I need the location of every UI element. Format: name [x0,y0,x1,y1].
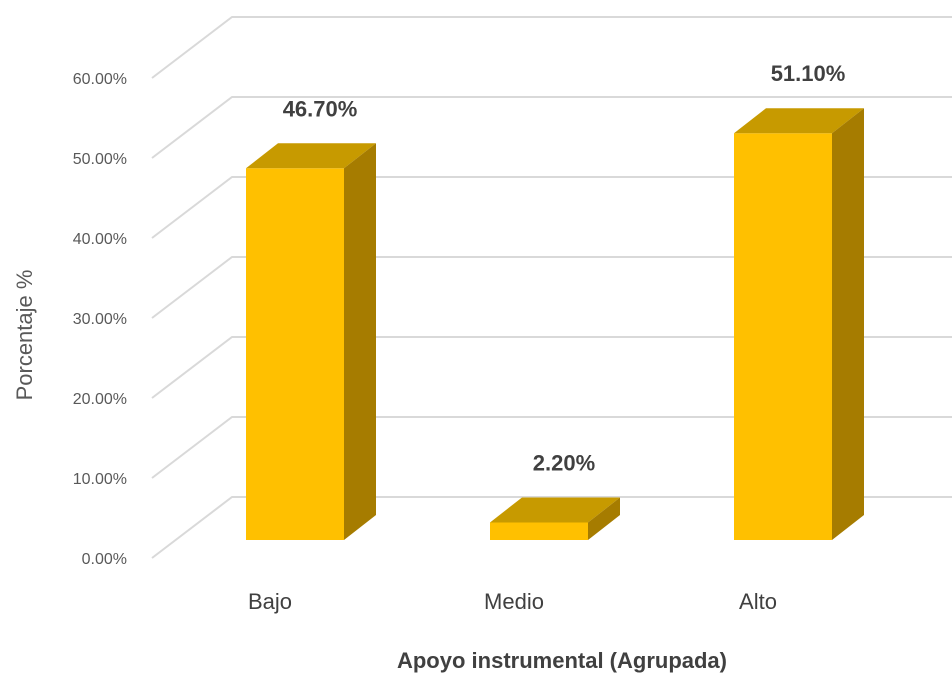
bar-side [832,108,864,540]
y-tick-label: 0.00% [82,551,127,568]
bar-front [246,168,344,540]
gridline [151,96,952,159]
y-tick-label: 60.00% [73,71,127,88]
y-tick-label: 30.00% [73,311,127,328]
data-label: 2.20% [533,450,595,475]
bar-front [734,133,832,540]
gridline [151,496,952,559]
gridline [151,176,952,239]
y-tick-label: 20.00% [73,391,127,408]
bar-alto [734,108,864,540]
y-tick-label: 40.00% [73,231,127,248]
x-tick-label: Medio [484,589,544,614]
bar-bajo [246,143,376,540]
data-label: 46.70% [283,96,358,121]
bar-top [734,108,864,134]
y-axis-ticks: 60.00% 50.00% 40.00% 30.00% 20.00% 10.00% 0.00… [73,71,127,568]
y-axis-title: Porcentaje % [12,270,37,401]
data-label: 51.10% [771,61,846,86]
x-axis-categories: Bajo Medio Alto [248,589,777,614]
bar-top [490,497,620,523]
bar-medio [490,497,620,540]
x-axis-title: Apoyo instrumental (Agrupada) [397,648,727,673]
bar-side [588,497,620,540]
gridline [151,416,952,479]
bars [246,108,864,540]
y-tick-label: 10.00% [73,471,127,488]
gridline [151,336,952,399]
bar-front [490,522,588,540]
gridline [151,16,952,79]
gridline [151,256,952,319]
bar-top [246,143,376,169]
x-tick-label: Alto [739,589,777,614]
x-tick-label: Bajo [248,589,292,614]
data-labels: 46.70% 2.20% 51.10% [283,61,846,475]
bar-side [344,143,376,540]
gridlines [151,16,952,559]
y-tick-label: 50.00% [73,151,127,168]
